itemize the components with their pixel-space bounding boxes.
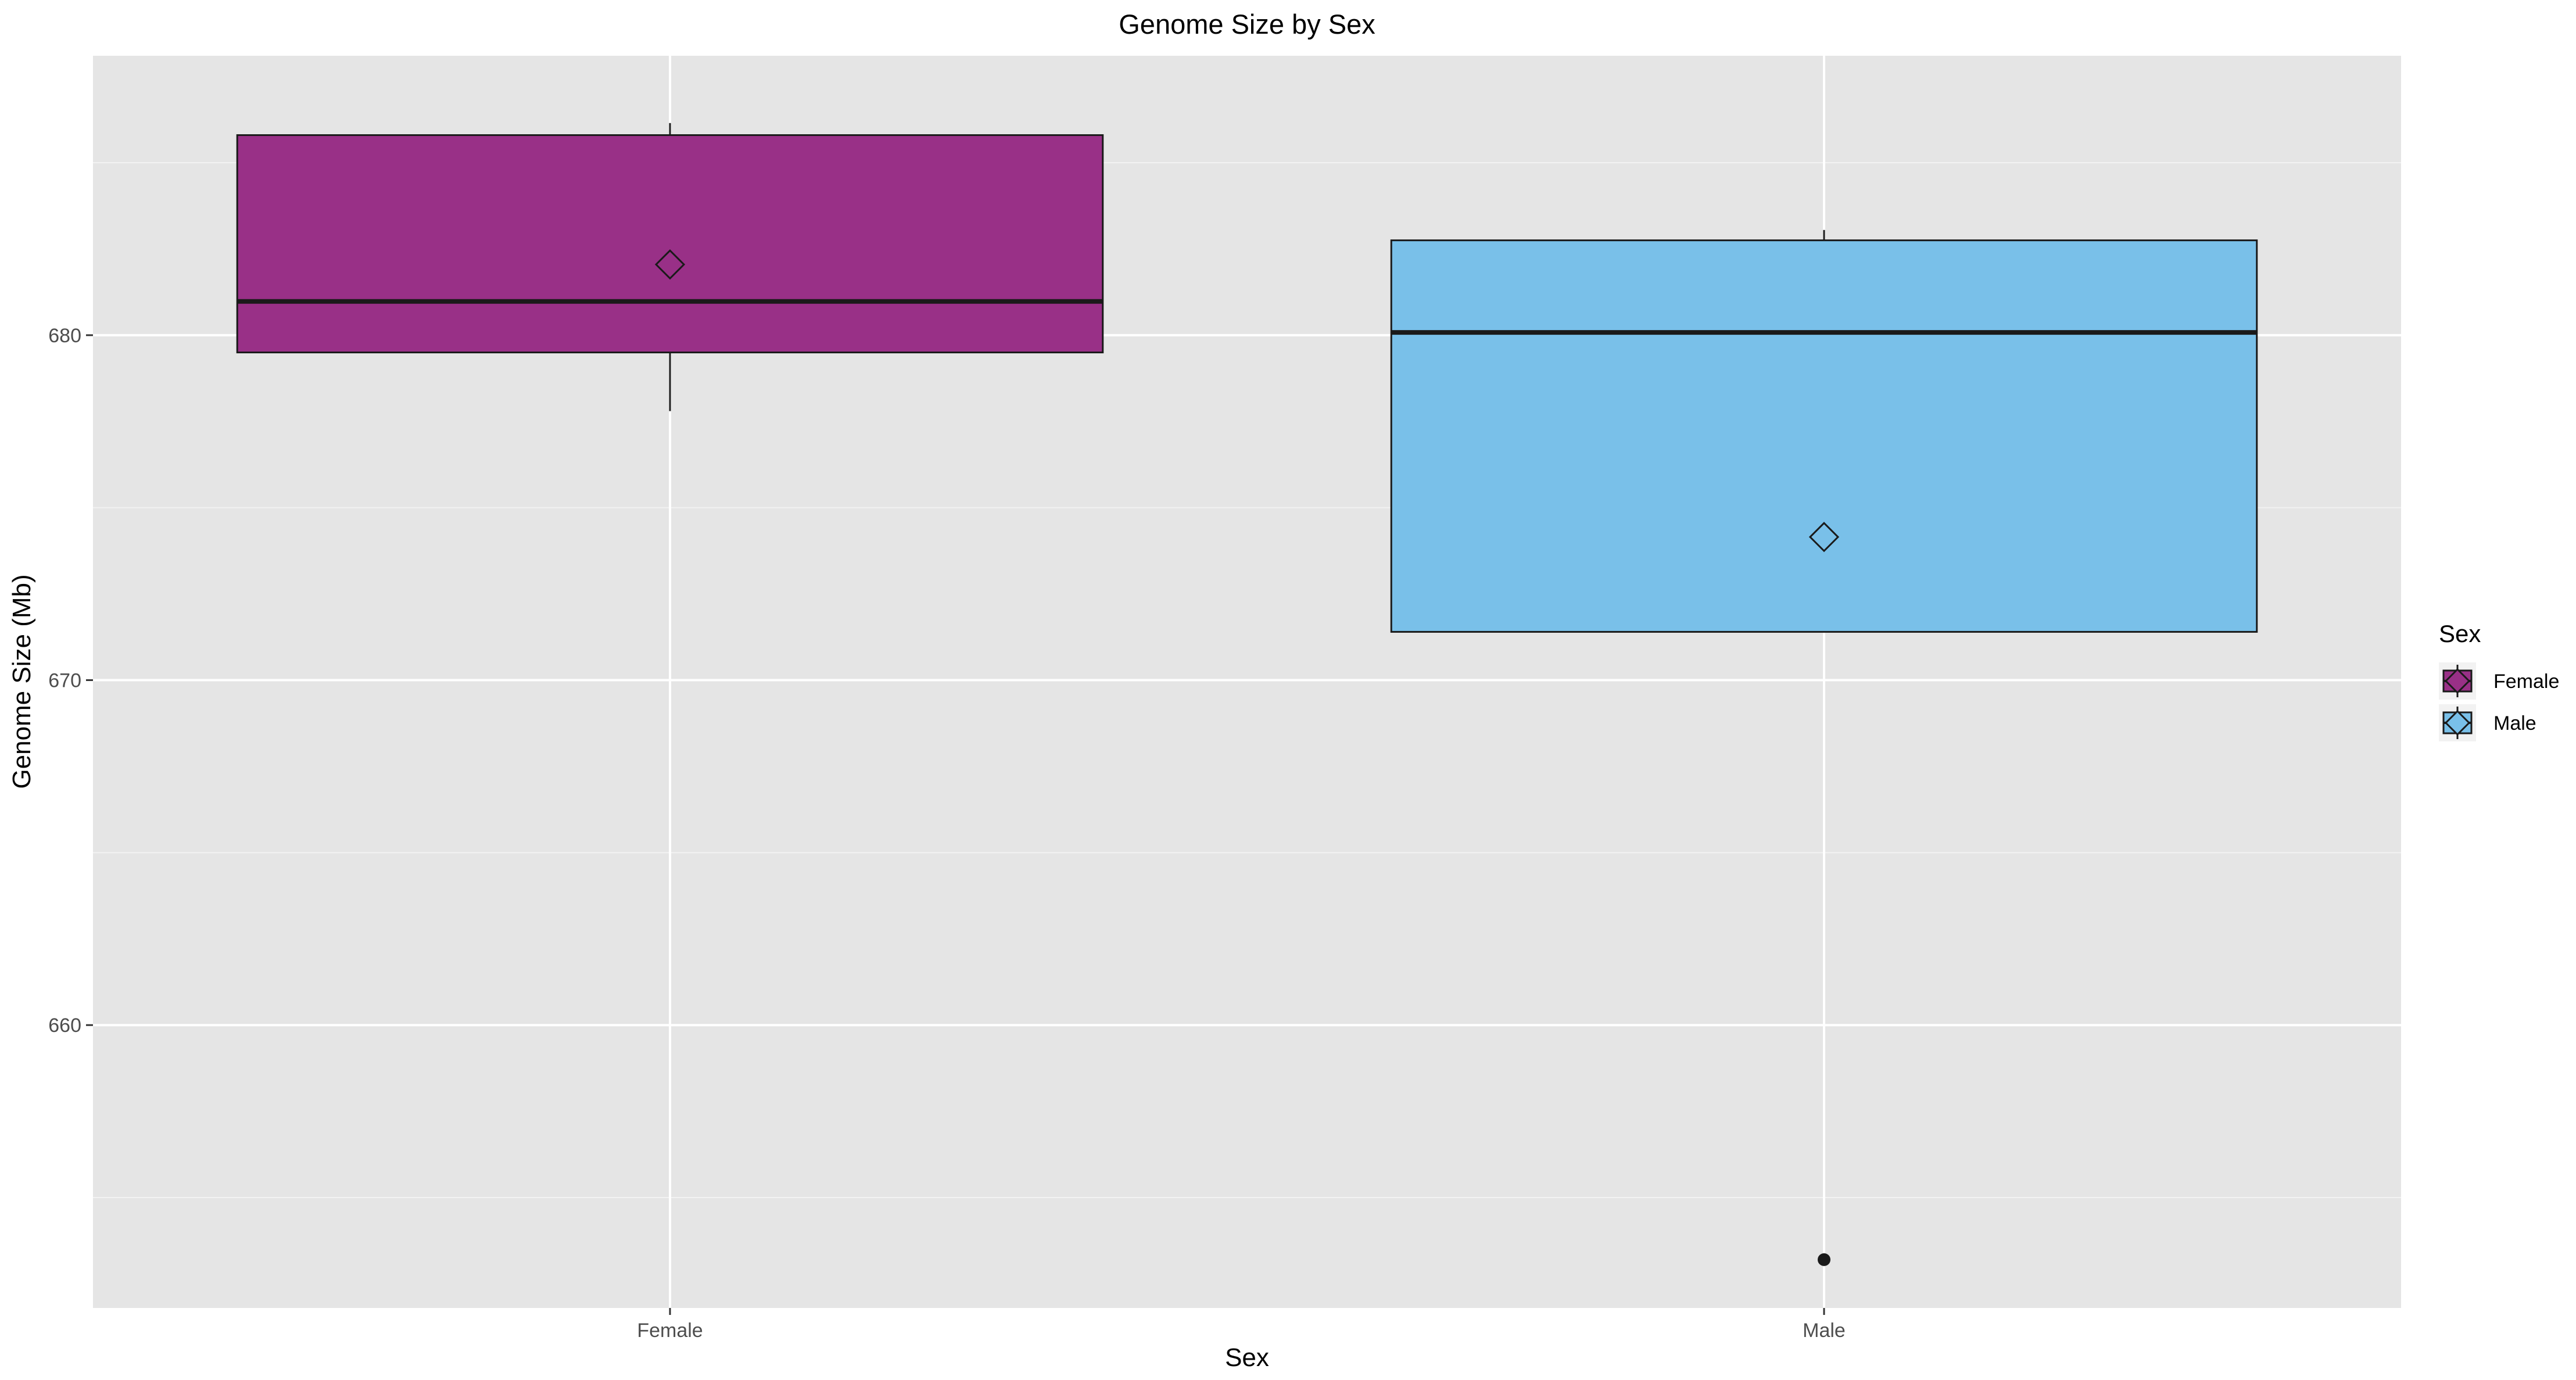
mean-marker	[654, 249, 686, 280]
legend-key-diamond	[2444, 709, 2471, 736]
x-axis-tick-label: Female	[637, 1320, 703, 1342]
x-axis-tick-label: Male	[1803, 1320, 1846, 1342]
box-male	[1390, 230, 2258, 1266]
legend-item-female: Female	[2439, 662, 2559, 700]
y-axis-title: Genome Size (Mb)	[8, 574, 36, 788]
x-axis-title: Sex	[1225, 1343, 1269, 1372]
legend: Sex Female Male	[2439, 620, 2559, 741]
box-female	[236, 123, 1104, 411]
y-axis-tick-label: 670	[48, 670, 81, 692]
iqr-box	[1390, 239, 2258, 633]
chart-title: Genome Size by Sex	[1119, 9, 1375, 40]
legend-item-label: Female	[2493, 671, 2559, 693]
iqr-box	[236, 134, 1104, 354]
legend-title: Sex	[2439, 620, 2481, 647]
legend-items: Female Male	[2439, 662, 2559, 741]
axis-layer: 660 670 680 Female Male	[48, 325, 1846, 1342]
legend-key-diamond	[2444, 668, 2471, 694]
legend-item-label: Male	[2493, 712, 2536, 734]
y-axis-tick-label: 680	[48, 325, 81, 347]
box-layer	[236, 123, 2258, 1266]
legend-item-male: Male	[2439, 704, 2536, 741]
outlier-point	[1818, 1253, 1830, 1266]
mean-marker	[1808, 522, 1840, 553]
y-axis-tick-label: 660	[48, 1015, 81, 1037]
